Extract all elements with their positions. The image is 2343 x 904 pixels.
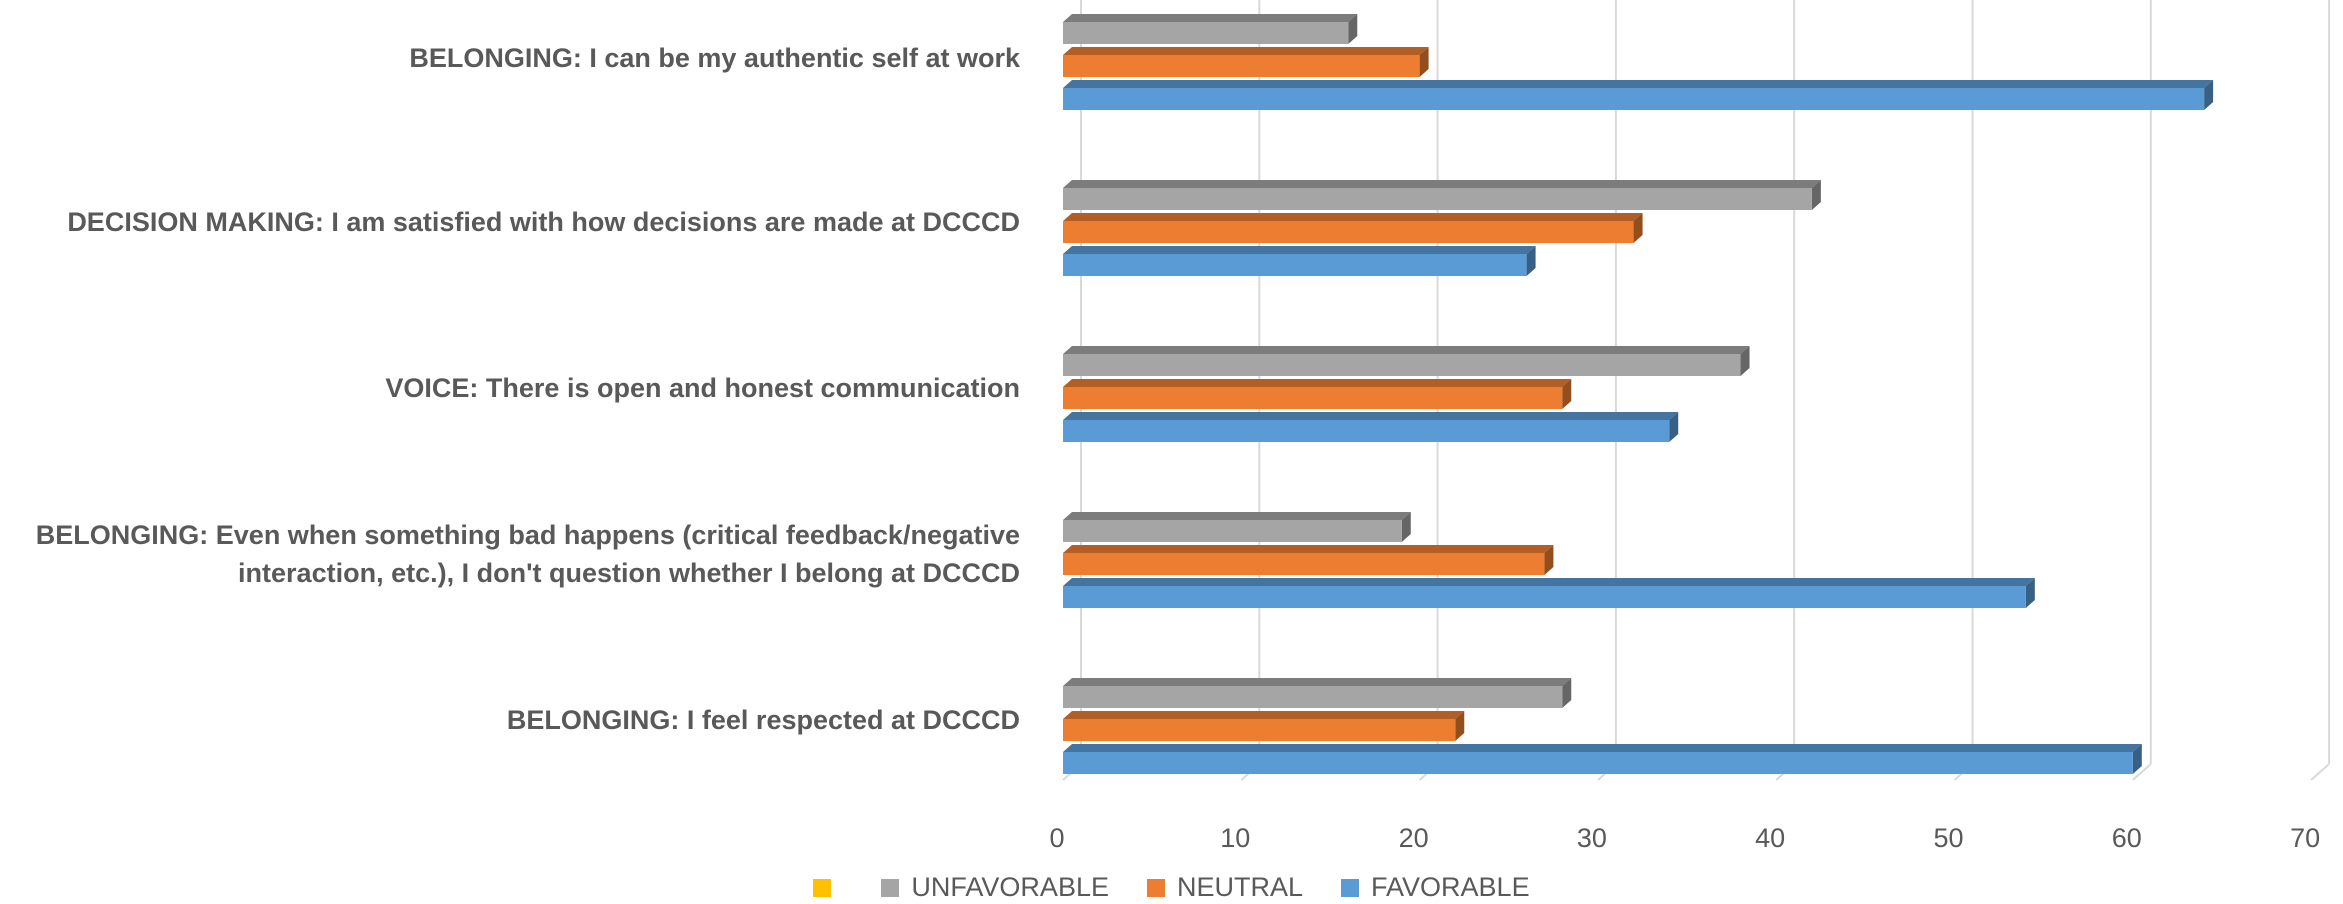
- legend-item: FAVORABLE: [1341, 872, 1530, 903]
- bar-neutral-4-side: [1544, 545, 1554, 575]
- category-label: BELONGING: I can be my authentic self at…: [409, 43, 1020, 73]
- legend: UNFAVORABLE NEUTRAL FAVORABLE: [0, 872, 2343, 903]
- bar-unfavorable-2-side: [1811, 180, 1821, 210]
- bar-favorable-2: [1063, 254, 1527, 276]
- bar-favorable-4-side: [2025, 578, 2035, 608]
- legend-item: [813, 878, 843, 897]
- gridline-floor: [2132, 763, 2152, 781]
- bar-neutral-5: [1063, 719, 1456, 741]
- bar-unfavorable-4: [1063, 520, 1402, 542]
- bar-favorable-1-top: [1063, 80, 2214, 88]
- bar-favorable-5-top: [1063, 744, 2142, 752]
- bar-unfavorable-1-top: [1063, 14, 1358, 22]
- legend-swatch: [1146, 878, 1165, 897]
- bar-neutral-3: [1063, 387, 1563, 409]
- legend-item: UNFAVORABLE: [881, 872, 1109, 903]
- category-label: DECISION MAKING: I am satisfied with how…: [67, 207, 1020, 237]
- bar-favorable-5-side: [2132, 744, 2142, 774]
- bar-favorable-4-top: [1063, 578, 2035, 586]
- legend-swatch: [1341, 878, 1360, 897]
- bar-unfavorable-3-top: [1063, 346, 1750, 354]
- bar-favorable-3: [1063, 420, 1670, 442]
- bar-neutral-2: [1063, 221, 1634, 243]
- x-tick-label: 60: [2111, 823, 2142, 853]
- bar-unfavorable-4-top: [1063, 512, 1411, 520]
- legend-swatch: [813, 878, 832, 897]
- category-label: BELONGING: I feel respected at DCCCD: [506, 705, 1020, 735]
- bar-favorable-1: [1063, 88, 2205, 110]
- bar-unfavorable-5: [1063, 686, 1563, 708]
- bar-unfavorable-2-top: [1063, 180, 1821, 188]
- bar-neutral-1-top: [1063, 47, 1429, 55]
- bar-neutral-1: [1063, 55, 1420, 77]
- bar-favorable-4: [1063, 586, 2026, 608]
- bar-unfavorable-2: [1063, 188, 1812, 210]
- x-tick-label: 0: [1049, 823, 1065, 853]
- bar-unfavorable-3: [1063, 354, 1741, 376]
- bar-unfavorable-1-side: [1348, 14, 1358, 44]
- legend-item: NEUTRAL: [1146, 872, 1304, 903]
- legend-swatch: [881, 878, 900, 897]
- x-tick-label: 40: [1755, 823, 1786, 853]
- bar-favorable-3-side: [1669, 412, 1679, 442]
- bar-favorable-3-top: [1063, 412, 1679, 420]
- bar-neutral-5-top: [1063, 711, 1465, 719]
- bar-favorable-2-side: [1526, 246, 1536, 276]
- bar-neutral-3-side: [1562, 379, 1572, 409]
- bar-unfavorable-1: [1063, 22, 1349, 44]
- x-tick-label: 70: [2290, 823, 2321, 853]
- bar-unfavorable-5-side: [1562, 678, 1572, 708]
- bar-unfavorable-5-top: [1063, 678, 1572, 686]
- bar-favorable-2-top: [1063, 246, 1536, 254]
- legend-label: NEUTRAL: [1176, 872, 1304, 902]
- bar-neutral-3-top: [1063, 379, 1572, 387]
- bar-neutral-5-side: [1455, 711, 1465, 741]
- x-tick-label: 50: [1933, 823, 1964, 853]
- bar-neutral-4-top: [1063, 545, 1554, 553]
- bar-neutral-1-side: [1419, 47, 1429, 77]
- bar-neutral-4: [1063, 553, 1545, 575]
- legend-label: FAVORABLE: [1371, 872, 1530, 902]
- bar-unfavorable-4-side: [1401, 512, 1411, 542]
- x-tick-label: 10: [1220, 823, 1251, 853]
- x-tick-label: 30: [1576, 823, 1607, 853]
- category-label: VOICE: There is open and honest communic…: [385, 373, 1020, 403]
- legend-label: UNFAVORABLE: [911, 872, 1109, 902]
- bar-unfavorable-3-side: [1740, 346, 1750, 376]
- category-label: BELONGING: Even when something bad happe…: [35, 520, 1020, 588]
- bar-neutral-2-top: [1063, 213, 1643, 221]
- bar-favorable-1-side: [2204, 80, 2214, 110]
- gridline-floor: [2310, 763, 2330, 781]
- bar-favorable-5: [1063, 752, 2133, 774]
- bar-neutral-2-side: [1633, 213, 1643, 243]
- x-tick-label: 20: [1398, 823, 1429, 853]
